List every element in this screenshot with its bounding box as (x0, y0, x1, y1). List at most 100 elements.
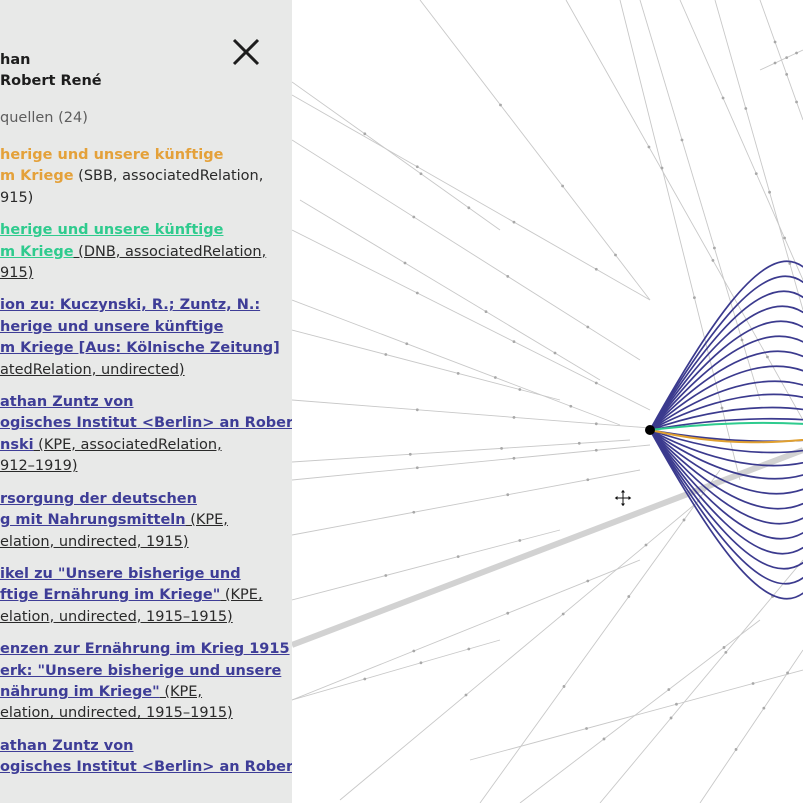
source-entry[interactable]: rsorgung der deutschen g mit Nahrungsmitt… (0, 489, 292, 553)
source-entry-line: 912–1919) (0, 456, 292, 477)
relation-edge (649, 380, 803, 431)
source-meta: (SBB, associatedRelation, (73, 168, 264, 185)
graph-node-dot (602, 737, 606, 741)
source-entry-line: enzen zur Ernährung im Krieg 1915 (0, 639, 292, 660)
graph-node-dot (363, 677, 367, 681)
graph-node-dot (467, 647, 471, 651)
graph-node-dot (627, 595, 631, 598)
source-entry-line: ftige Ernährung im Kriege" (KPE, (0, 585, 292, 606)
thick-edge (292, 447, 803, 648)
graph-node-dot (713, 246, 716, 250)
source-entry[interactable]: enzen zur Ernährung im Krieg 1915 erk: "U… (0, 639, 292, 725)
source-entry[interactable]: herige und unsere künftige m Kriege (DNB,… (0, 220, 292, 284)
graph-node-dot (561, 184, 564, 188)
relation-edge (649, 335, 803, 431)
sources-list: herige und unsere künftige m Kriege (SBB,… (0, 145, 292, 790)
graph-edge (292, 94, 651, 301)
source-title[interactable]: nski (0, 436, 34, 453)
source-entry[interactable]: ikel zu "Unsere bisherige und ftige Ernäh… (0, 564, 292, 628)
source-title[interactable]: m Kriege (0, 168, 74, 185)
graph-node-dot (512, 415, 516, 419)
source-title[interactable]: herige und unsere künftige (0, 147, 224, 163)
graph-edge (292, 639, 501, 701)
graph-node-dot (408, 452, 412, 456)
relation-edge (649, 429, 803, 555)
source-entry[interactable]: athan Zuntz von ogisches Institut <Berlin… (0, 392, 292, 478)
relation-edge (649, 429, 803, 570)
relation-edge (649, 320, 803, 431)
source-title[interactable]: ogisches Institut <Berlin> an Robert (0, 759, 292, 776)
graph-node-dot (682, 518, 686, 522)
graph-node-dot (412, 510, 416, 514)
graph-edge (292, 529, 561, 601)
relation-edge (649, 429, 803, 525)
source-title[interactable]: erk: "Unsere bisherige und unsere (0, 662, 282, 679)
source-entry-line: m Kriege [Aus: Kölnische Zeitung] (0, 338, 292, 359)
source-meta: 912–1919) (0, 458, 78, 475)
source-title[interactable]: athan Zuntz von (0, 737, 134, 754)
graph-node-dot (785, 73, 789, 76)
graph-edge (292, 299, 621, 426)
graph-node-dot (384, 353, 388, 356)
source-entry[interactable]: herige und unsere künftige m Kriege (SBB,… (0, 145, 292, 209)
close-icon[interactable] (228, 34, 264, 70)
source-title[interactable]: enzen zur Ernährung im Krieg 1915 (0, 641, 290, 658)
graph-node-dot (586, 325, 590, 329)
graph-edge (599, 559, 803, 803)
graph-edge (469, 669, 803, 761)
graph-node-dot (586, 478, 590, 482)
source-title[interactable]: m Kriege (0, 243, 74, 260)
graph-node-dot (415, 291, 419, 295)
graph-node-dot (493, 376, 497, 379)
source-title[interactable]: herige und unsere künftige (0, 318, 224, 335)
source-entry[interactable]: athan Zuntz von ogisches Institut <Berlin… (0, 736, 292, 779)
graph-node-dot (647, 145, 651, 149)
graph-node-dot (419, 172, 423, 176)
source-title[interactable]: ftige Ernährung im Kriege" (0, 587, 221, 604)
relation-edge (649, 429, 803, 600)
graph-edge (292, 329, 561, 401)
source-title[interactable]: ikel zu "Unsere bisherige und (0, 565, 241, 582)
source-entry[interactable]: ion zu: Kuczynski, R.; Zuntz, N.: herige … (0, 295, 292, 381)
graph-edge (699, 649, 803, 803)
source-entry-line: athan Zuntz von (0, 392, 292, 413)
graph-node-dot (403, 261, 407, 265)
relation-edge (649, 429, 803, 510)
source-title[interactable]: g mit Nahrungsmitteln (0, 512, 186, 529)
graph-edge (339, 499, 701, 801)
relation-edge (649, 429, 803, 495)
graph-node-dot (660, 166, 664, 170)
graph-node-dot (518, 388, 522, 391)
source-title[interactable]: ogisches Institut <Berlin> an Robert (0, 415, 292, 432)
network-graph[interactable] (292, 0, 803, 803)
source-title[interactable]: herige und unsere künftige (0, 222, 224, 239)
graph-edge (292, 139, 641, 361)
source-entry-line: rsorgung der deutschen (0, 489, 292, 510)
graph-node-dot (594, 267, 598, 271)
source-title[interactable]: nährung im Kriege" (0, 683, 160, 700)
source-title[interactable]: rsorgung der deutschen (0, 490, 197, 507)
relation-edge (649, 417, 803, 431)
graph-edge (479, 469, 721, 803)
graph-node-dot (594, 381, 598, 385)
graph-node-dot (585, 727, 588, 730)
source-title[interactable]: ion zu: Kuczynski, R.; Zuntz, N.: (0, 297, 261, 314)
graph-node-dot (667, 688, 671, 691)
source-entry-line: m Kriege (DNB, associatedRelation, (0, 242, 292, 263)
graph-edge (292, 469, 641, 536)
source-meta: (KPE, (220, 587, 263, 604)
relation-edge (649, 290, 803, 431)
source-title[interactable]: athan Zuntz von (0, 394, 134, 411)
graph-node-dot (614, 253, 617, 257)
graph-node-dot (553, 351, 557, 355)
graph-node-dot (363, 132, 367, 136)
relation-edge-highlight-orange (649, 429, 803, 444)
graph-node-dot (456, 555, 460, 558)
source-title[interactable]: m Kriege [Aus: Kölnische Zeitung] (0, 340, 280, 357)
graph-node-dot (680, 138, 684, 142)
relation-edge (649, 406, 803, 431)
graph-node-dot (795, 100, 798, 104)
source-entry-line: erk: "Unsere bisherige und unsere (0, 661, 292, 682)
source-entry-line: ion zu: Kuczynski, R.; Zuntz, N.: (0, 295, 292, 316)
source-entry-line: ogisches Institut <Berlin> an Robert (0, 757, 292, 778)
